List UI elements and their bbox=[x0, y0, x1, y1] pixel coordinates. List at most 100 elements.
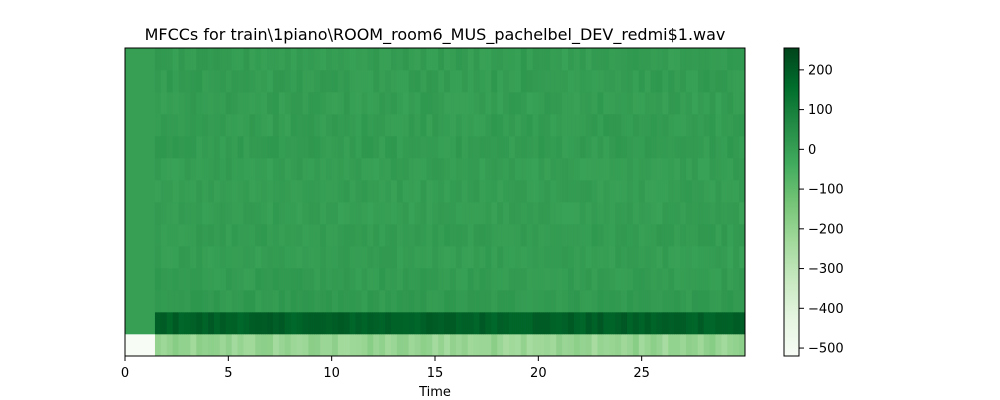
heatmap-cell bbox=[172, 180, 176, 203]
heatmap-cell bbox=[377, 312, 380, 335]
heatmap-cell bbox=[542, 312, 545, 335]
heatmap-cell bbox=[707, 136, 710, 159]
heatmap-cell bbox=[678, 70, 681, 93]
heatmap-cell bbox=[481, 114, 484, 137]
heatmap-cell bbox=[560, 246, 563, 269]
heatmap-cell bbox=[158, 312, 162, 335]
heatmap-cell bbox=[518, 136, 522, 159]
heatmap-cell bbox=[591, 136, 594, 159]
heatmap-cell bbox=[300, 180, 303, 203]
heatmap-cell bbox=[288, 246, 292, 269]
heatmap-cell bbox=[170, 312, 174, 335]
heatmap-cell bbox=[577, 70, 581, 93]
heatmap-cell bbox=[542, 158, 545, 181]
heatmap-cell bbox=[274, 202, 278, 225]
heatmap-cell bbox=[444, 48, 447, 71]
heatmap-cell bbox=[322, 290, 325, 313]
heatmap-cell bbox=[526, 158, 530, 181]
heatmap-cell bbox=[599, 202, 602, 225]
heatmap-cell bbox=[658, 268, 661, 291]
heatmap-cell bbox=[300, 92, 303, 115]
heatmap-cell bbox=[172, 92, 176, 115]
heatmap-cell bbox=[477, 224, 480, 247]
heatmap-cell bbox=[680, 70, 683, 93]
heatmap-cell bbox=[640, 334, 644, 357]
heatmap-cell bbox=[652, 48, 655, 71]
heatmap-cell bbox=[646, 48, 650, 71]
heatmap-cell bbox=[628, 158, 632, 181]
heatmap-cell bbox=[331, 268, 335, 291]
heatmap-cell bbox=[294, 312, 297, 335]
heatmap-cell bbox=[605, 158, 608, 181]
heatmap-cell bbox=[727, 224, 730, 247]
heatmap-cell bbox=[239, 70, 242, 93]
heatmap-cell bbox=[459, 92, 463, 115]
heatmap-cell bbox=[605, 290, 608, 313]
heatmap-cell bbox=[599, 158, 602, 181]
heatmap-cell bbox=[652, 180, 655, 203]
heatmap-cell bbox=[522, 202, 526, 225]
heatmap-cell bbox=[638, 224, 642, 247]
heatmap-cell bbox=[333, 224, 337, 247]
heatmap-cell bbox=[542, 290, 545, 313]
heatmap-cell bbox=[202, 158, 205, 181]
heatmap-cell bbox=[434, 92, 437, 115]
heatmap-cell bbox=[442, 70, 445, 93]
heatmap-cell bbox=[430, 180, 433, 203]
heatmap-cell bbox=[434, 158, 437, 181]
heatmap-cell bbox=[573, 158, 577, 181]
heatmap-cell bbox=[448, 48, 451, 71]
heatmap-cell bbox=[601, 246, 604, 269]
heatmap-cell bbox=[493, 114, 496, 137]
heatmap-cell bbox=[387, 92, 390, 115]
heatmap-cell bbox=[715, 290, 718, 313]
heatmap-cell bbox=[717, 180, 720, 203]
heatmap-cell bbox=[589, 70, 592, 93]
heatmap-cell bbox=[693, 268, 697, 291]
heatmap-cell bbox=[731, 114, 734, 137]
heatmap-cell bbox=[575, 114, 579, 137]
heatmap-cell bbox=[634, 180, 638, 203]
heatmap-cell bbox=[389, 136, 392, 159]
heatmap-cell bbox=[310, 136, 313, 159]
heatmap-cell bbox=[357, 202, 360, 225]
heatmap-cell bbox=[406, 136, 410, 159]
heatmap-cell bbox=[674, 70, 677, 93]
heatmap-cell bbox=[634, 290, 638, 313]
heatmap-cell bbox=[408, 48, 412, 71]
heatmap-cell bbox=[353, 48, 356, 71]
heatmap-cell bbox=[587, 158, 591, 181]
heatmap-cell bbox=[473, 70, 476, 93]
heatmap-cell bbox=[554, 158, 557, 181]
heatmap-cell bbox=[335, 136, 339, 159]
heatmap-cell bbox=[731, 136, 734, 159]
heatmap-cell bbox=[432, 246, 435, 269]
heatmap-cell bbox=[400, 114, 404, 137]
heatmap-cell bbox=[471, 334, 474, 357]
heatmap-cell bbox=[666, 92, 669, 115]
heatmap-cell bbox=[371, 290, 374, 313]
heatmap-cell bbox=[642, 334, 646, 357]
heatmap-silence-cell bbox=[125, 290, 156, 313]
heatmap-cell bbox=[404, 224, 408, 247]
heatmap-cell bbox=[707, 334, 710, 357]
heatmap-cell bbox=[719, 224, 722, 247]
heatmap-cell bbox=[585, 136, 589, 159]
heatmap-cell bbox=[442, 268, 445, 291]
heatmap-cell bbox=[322, 224, 325, 247]
heatmap-cell bbox=[219, 158, 223, 181]
heatmap-cell bbox=[473, 158, 476, 181]
heatmap-cell bbox=[345, 246, 349, 269]
heatmap-cell bbox=[227, 180, 231, 203]
heatmap-cell bbox=[363, 70, 366, 93]
heatmap-cell bbox=[410, 334, 414, 357]
heatmap-cell bbox=[546, 290, 549, 313]
heatmap-cell bbox=[182, 70, 185, 93]
heatmap-cell bbox=[227, 70, 231, 93]
heatmap-cell bbox=[662, 180, 665, 203]
heatmap-cell bbox=[158, 70, 162, 93]
heatmap-cell bbox=[306, 246, 309, 269]
heatmap-cell bbox=[737, 312, 740, 335]
heatmap-cell bbox=[562, 158, 565, 181]
heatmap-cell bbox=[416, 70, 419, 93]
